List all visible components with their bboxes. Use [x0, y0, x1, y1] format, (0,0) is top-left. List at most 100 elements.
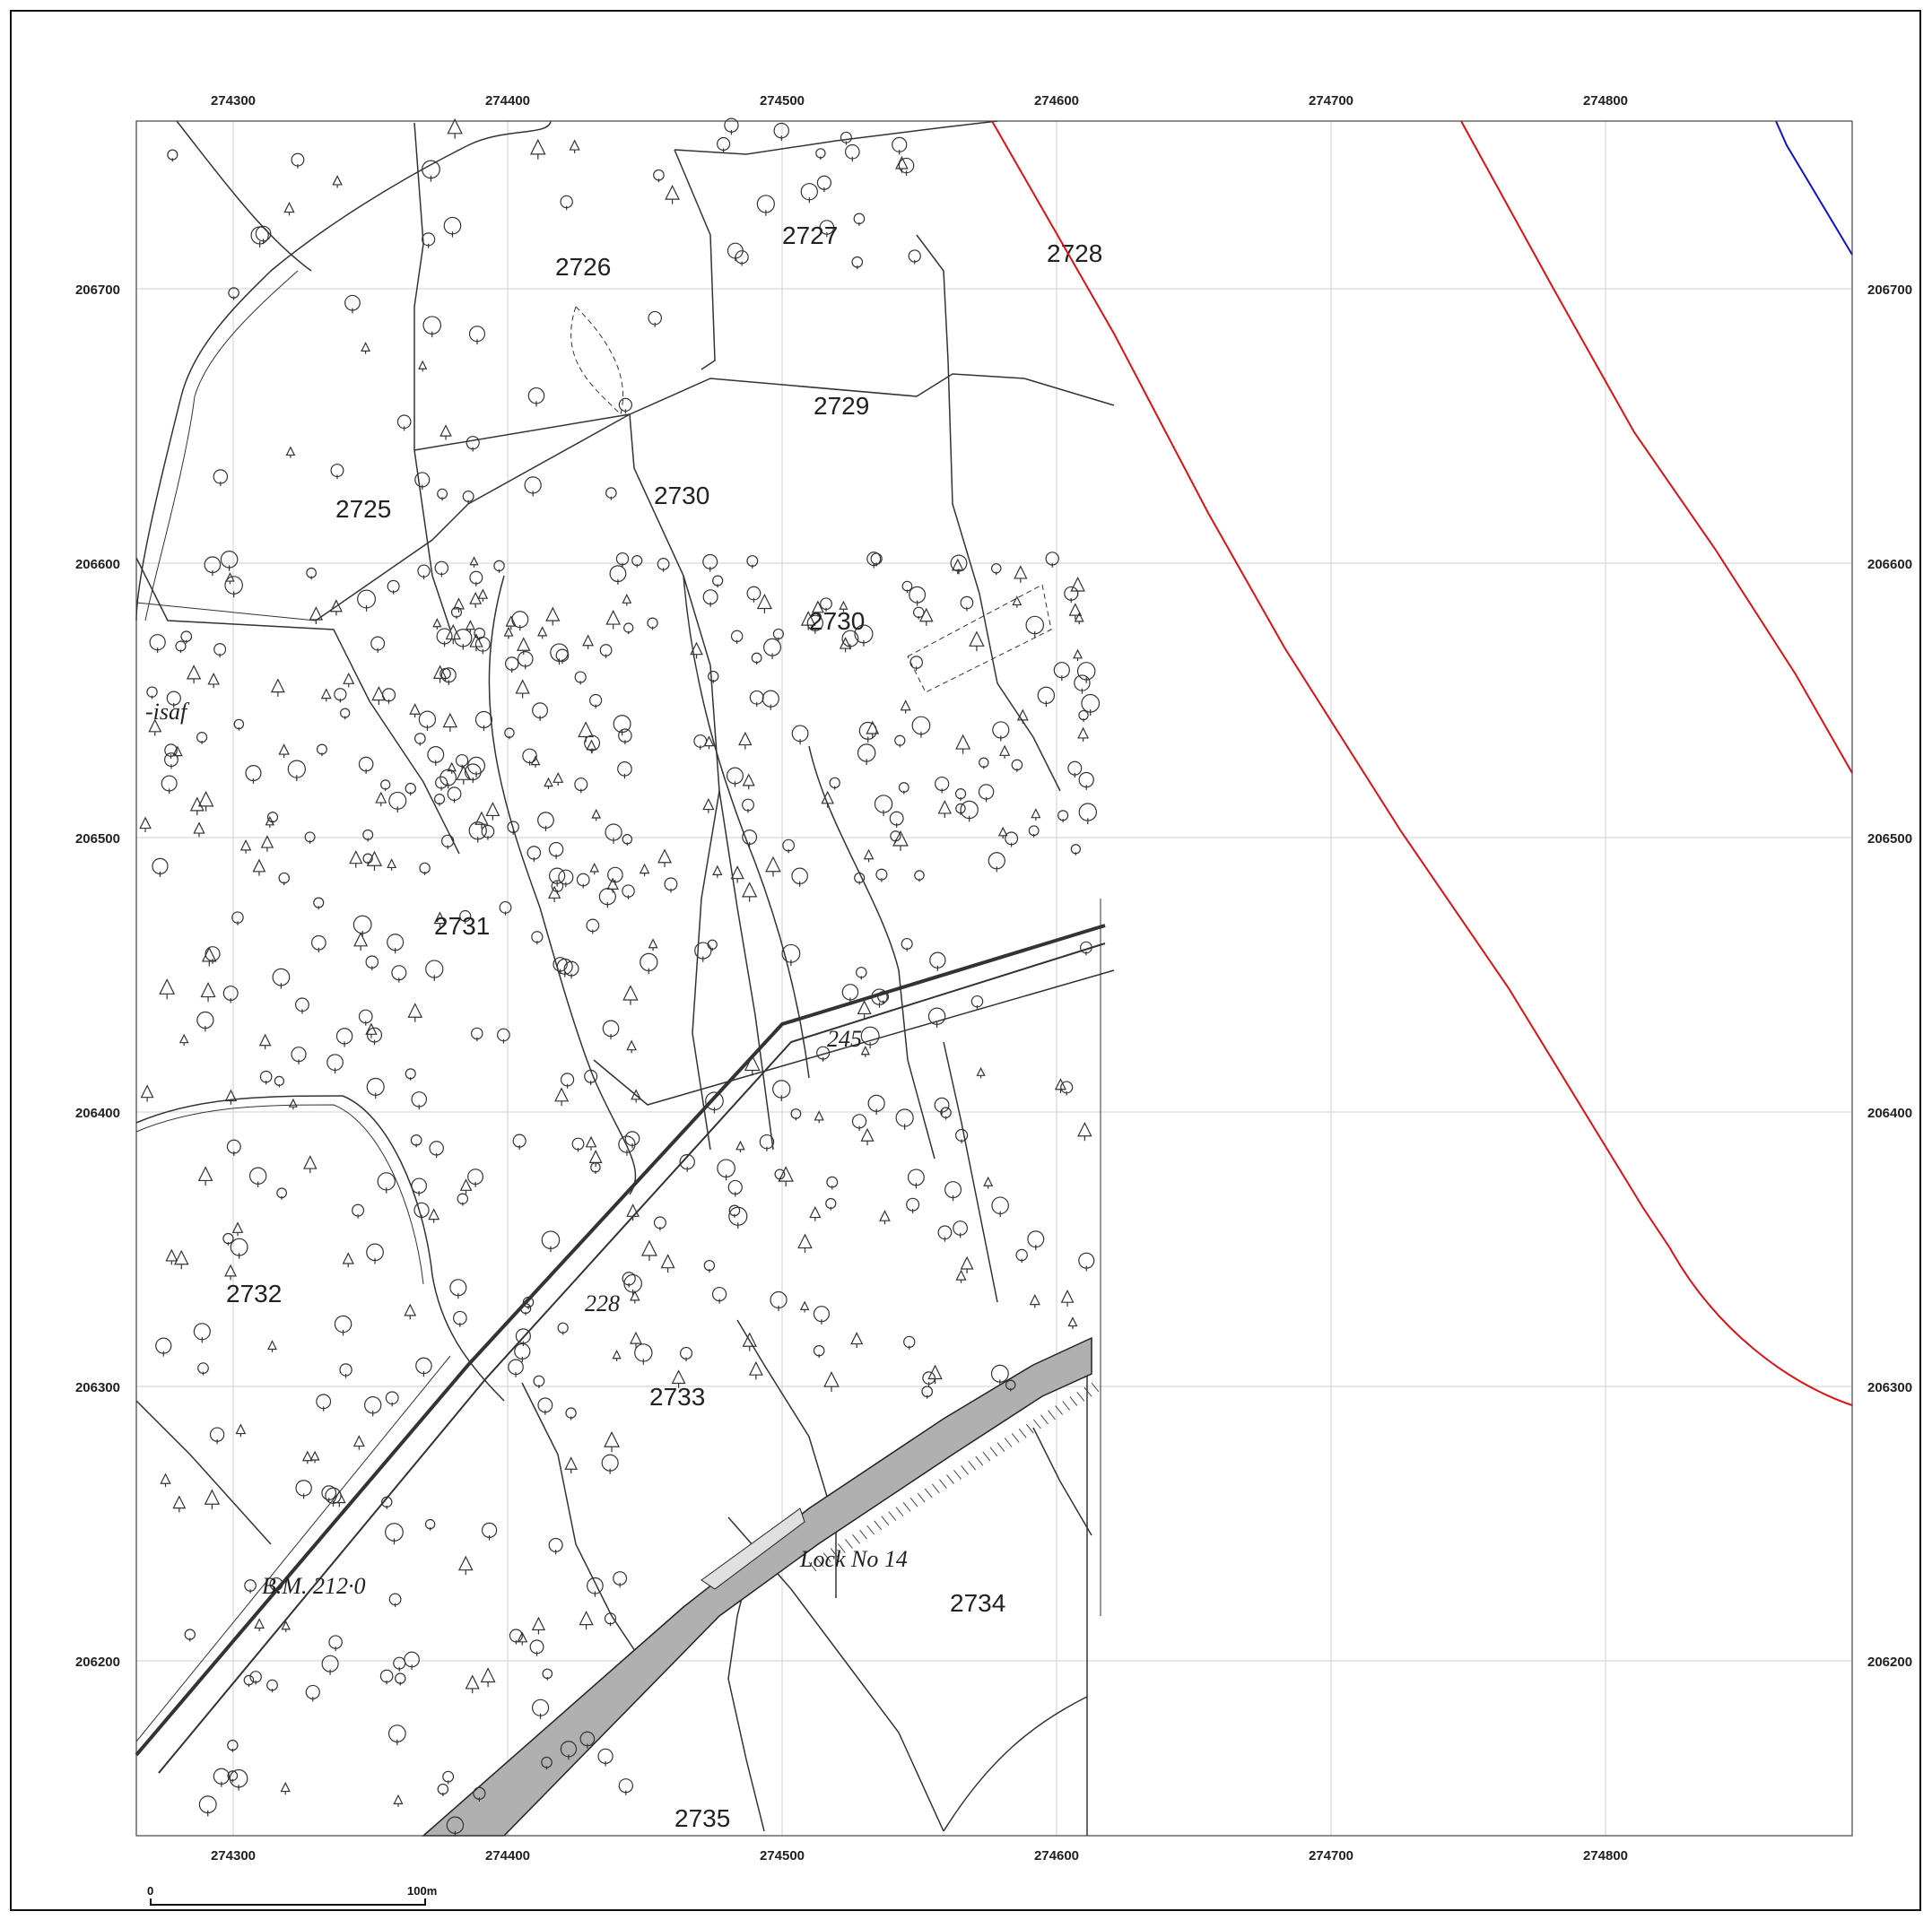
tree-symbol	[605, 487, 617, 500]
tree-symbol	[196, 732, 208, 744]
tree-symbol	[329, 599, 343, 616]
tree-symbol	[773, 122, 789, 142]
tree-symbol	[395, 1672, 406, 1686]
tree-symbol	[334, 1315, 352, 1336]
tree-symbol	[648, 310, 663, 327]
tree-symbol	[976, 1066, 986, 1079]
tree-symbol	[712, 864, 723, 878]
tree-symbol	[1016, 708, 1029, 724]
tree-symbol	[352, 1435, 365, 1450]
tree-symbol	[366, 1077, 385, 1099]
tree-symbol	[549, 867, 566, 887]
parcel-label: 2729	[814, 392, 869, 420]
tree-symbol	[309, 606, 324, 625]
tree-symbol	[404, 1651, 420, 1671]
tree-symbol	[481, 1522, 498, 1541]
tree-symbol	[387, 579, 400, 595]
tree-symbol	[465, 1674, 480, 1694]
tree-symbol	[380, 779, 391, 792]
y-tick-left: 206500	[75, 831, 120, 847]
tree-symbol	[508, 1359, 524, 1377]
tree-symbol	[196, 1011, 214, 1032]
tree-symbol	[309, 1450, 320, 1464]
tree-symbol	[551, 880, 564, 894]
x-tick-top: 274600	[1034, 93, 1079, 109]
tree-symbol	[227, 1770, 239, 1783]
tree-symbol	[425, 960, 444, 981]
y-tick-left: 206300	[75, 1380, 120, 1395]
tree-symbol	[252, 858, 266, 876]
tree-symbol	[159, 978, 176, 1000]
tree-symbol	[748, 1360, 763, 1380]
tree-symbol	[1074, 674, 1091, 694]
tree-symbol	[361, 342, 371, 354]
tree-symbol	[841, 984, 859, 1003]
tree-symbol	[1077, 1121, 1092, 1142]
tree-symbol	[258, 1033, 272, 1050]
tree-symbol	[457, 1193, 469, 1206]
tree-symbol	[648, 938, 658, 951]
tree-symbol	[424, 1518, 436, 1531]
tree-symbol	[209, 1427, 225, 1445]
tree-symbol	[901, 580, 913, 594]
tree-symbol	[854, 624, 874, 647]
coordinate-labels: 274300 274400 274500 274600 274700 27480…	[75, 93, 1912, 1864]
tree-symbol	[742, 1332, 757, 1351]
tree-symbol	[826, 1176, 839, 1190]
tree-symbol	[452, 597, 466, 613]
tree-symbol	[944, 1181, 962, 1202]
tree-symbol	[556, 958, 573, 977]
tree-symbol	[499, 900, 512, 916]
tree-symbol	[657, 558, 670, 572]
tree-symbol	[385, 1523, 404, 1545]
tree-symbol	[230, 1238, 248, 1259]
tree-symbol	[680, 1346, 693, 1362]
y-tick-right: 206200	[1867, 1655, 1912, 1670]
tree-symbol	[908, 249, 921, 265]
tree-symbol	[387, 858, 397, 871]
tree-symbol	[664, 877, 678, 893]
tree-symbol	[224, 576, 243, 598]
tree-symbol	[160, 1473, 171, 1488]
tree-symbol	[744, 1055, 761, 1076]
tree-symbol	[991, 563, 1002, 576]
tree-symbol	[442, 1770, 455, 1785]
tree-symbol	[344, 294, 361, 314]
tree-symbol	[332, 175, 343, 188]
place-name-fragment: -isaf	[145, 699, 190, 725]
map-canvas[interactable]: 2725 2726 2727 2728 2729 2730 2730 2731 …	[12, 12, 1923, 1913]
tree-symbol	[983, 1176, 994, 1189]
tree-symbol	[198, 1795, 217, 1817]
tree-symbol	[517, 1631, 528, 1646]
tree-symbol	[634, 1343, 653, 1365]
tree-symbol	[927, 1007, 946, 1029]
tree-symbol	[250, 226, 269, 248]
x-tick-bottom: 274800	[1583, 1848, 1628, 1864]
tree-symbol	[453, 1310, 467, 1327]
tree-symbol	[469, 556, 479, 568]
tree-symbol	[703, 1260, 716, 1273]
tree-symbol	[746, 586, 761, 603]
tree-symbol	[560, 1741, 578, 1760]
tree-symbol	[569, 139, 580, 153]
tree-symbol	[149, 634, 166, 654]
tree-symbol	[352, 1203, 365, 1219]
tree-symbol	[418, 710, 437, 731]
tree-symbol	[375, 791, 387, 807]
tree-symbol	[213, 1768, 231, 1787]
tree-symbol	[226, 1139, 241, 1156]
tree-symbol	[622, 594, 632, 606]
tree-symbol	[527, 387, 545, 407]
tree-symbol	[937, 1225, 953, 1242]
tree-symbol	[437, 488, 448, 501]
tree-symbol	[193, 821, 205, 838]
tree-symbol	[997, 826, 1008, 839]
tree-symbol	[815, 148, 826, 161]
tree-symbol	[530, 755, 541, 768]
tree-symbol	[1037, 686, 1056, 708]
tree-symbol	[898, 157, 915, 176]
tree-symbol	[618, 728, 632, 745]
tree-symbol	[388, 1593, 402, 1608]
tree-symbol	[139, 816, 152, 832]
tree-symbol	[305, 1684, 320, 1702]
